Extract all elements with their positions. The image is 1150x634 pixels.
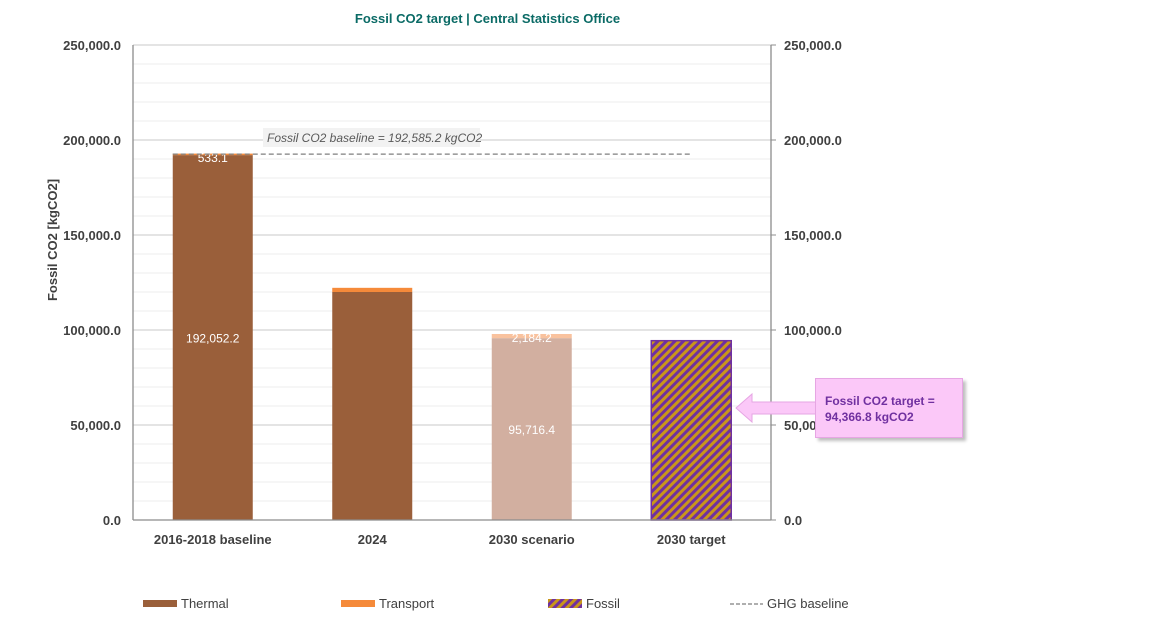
bar-thermal: [491, 338, 572, 520]
legend-label: GHG baseline: [767, 596, 849, 611]
fossil-swatch: [548, 599, 582, 608]
bar-thermal: [172, 155, 253, 520]
y-tick-label-left: 150,000.0: [63, 228, 121, 243]
x-tick-label: 2024: [358, 532, 388, 547]
x-tick-label: 2016-2018 baseline: [154, 532, 272, 547]
x-tick-label: 2030 target: [657, 532, 726, 547]
y-tick-label-left: 200,000.0: [63, 133, 121, 148]
legend-item-fossil[interactable]: Fossil: [548, 596, 620, 611]
y-tick-label-right: 250,000.0: [784, 38, 842, 53]
baseline-label: Fossil CO2 baseline = 192,585.2 kgCO2: [267, 131, 482, 145]
y-tick-label-right: 0.0: [784, 513, 802, 528]
y-tick-label-right: 200,000.0: [784, 133, 842, 148]
y-tick-label-left: 0.0: [103, 513, 121, 528]
y-axis-label: Fossil CO2 [kgCO2]: [45, 179, 60, 301]
legend-item-thermal[interactable]: Thermal: [143, 596, 229, 611]
data-label-transport: 2,184.2: [512, 331, 552, 345]
data-label-thermal: 95,716.4: [508, 423, 555, 437]
data-label-thermal: 192,052.2: [186, 332, 240, 346]
baseline-swatch: [730, 603, 763, 605]
baseline-label-box: [263, 128, 480, 147]
bar-thermal: [332, 292, 413, 520]
callout-line-1: Fossil CO2 target =: [825, 394, 935, 408]
callout-line-2: 94,366.8 kgCO2: [825, 410, 914, 424]
chart-title: Fossil CO2 target | Central Statistics O…: [354, 11, 621, 26]
target-callout: Fossil CO2 target = 94,366.8 kgCO2: [815, 378, 963, 438]
legend-item-transport[interactable]: Transport: [341, 596, 434, 611]
legend-label: Fossil: [586, 596, 620, 611]
legend-label: Transport: [379, 596, 435, 611]
legend: Thermal Transport Fossil GHG baseline: [0, 596, 1150, 614]
y-tick-label-right: 100,000.0: [784, 323, 842, 338]
y-tick-label-left: 50,000.0: [70, 418, 121, 433]
bar-transport: [491, 333, 572, 339]
transport-swatch: [341, 600, 375, 607]
legend-label: Thermal: [181, 596, 229, 611]
x-tick-label: 2030 scenario: [489, 532, 575, 547]
thermal-swatch: [143, 600, 177, 607]
y-tick-label-right: 150,000.0: [784, 228, 842, 243]
y-tick-label-left: 100,000.0: [63, 323, 121, 338]
legend-item-ghg-baseline[interactable]: GHG baseline: [729, 596, 849, 611]
bar-transport: [332, 287, 413, 292]
data-label-transport: 533.1: [198, 151, 228, 165]
bar-fossil: [650, 339, 732, 521]
y-tick-label-left: 250,000.0: [63, 38, 121, 53]
